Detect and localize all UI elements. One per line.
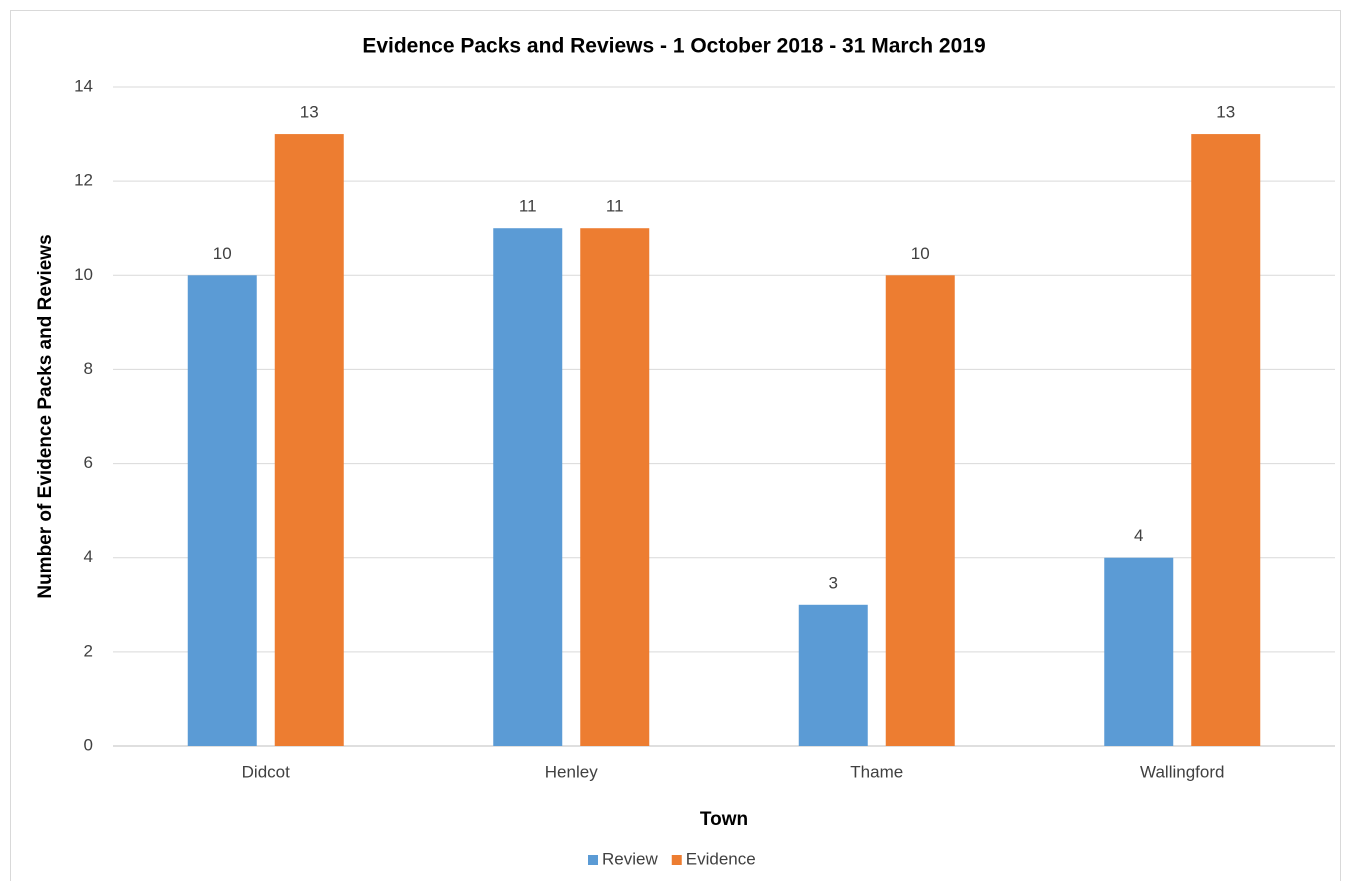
data-label: 11: [519, 197, 537, 216]
y-tick-label: 12: [74, 171, 93, 190]
data-label: 4: [1134, 526, 1143, 545]
bar: [1104, 557, 1174, 746]
y-tick-label: 2: [84, 641, 93, 660]
x-tick-label: Didcot: [242, 762, 290, 781]
legend-label: Review: [602, 849, 658, 868]
x-tick-label: Thame: [850, 762, 903, 781]
legend-label: Evidence: [686, 849, 756, 868]
y-tick-label: 10: [74, 265, 93, 284]
y-tick-label: 6: [84, 453, 93, 472]
bar: [580, 228, 650, 746]
data-label: 10: [213, 244, 232, 263]
bar: [187, 275, 257, 746]
data-label: 13: [300, 103, 319, 122]
chart-title: Evidence Packs and Reviews - 1 October 2…: [362, 35, 985, 58]
bar: [274, 134, 344, 747]
data-label: 11: [606, 197, 624, 216]
data-label: 13: [1216, 103, 1235, 122]
bar: [493, 228, 563, 746]
x-tick-label: Henley: [545, 762, 598, 781]
y-tick-label: 4: [84, 547, 93, 566]
data-label: 10: [911, 244, 930, 263]
y-axis-title: Number of Evidence Packs and Reviews: [35, 234, 56, 598]
y-tick-label: 8: [84, 359, 93, 378]
data-label: 3: [829, 573, 838, 592]
bar: [885, 275, 955, 746]
x-tick-label: Wallingford: [1140, 762, 1224, 781]
y-tick-label: 0: [84, 735, 93, 754]
y-tick-label: 14: [74, 76, 93, 95]
legend-swatch: [588, 855, 598, 865]
bar: [1191, 134, 1261, 747]
bar: [798, 604, 868, 746]
legend-swatch: [671, 855, 682, 865]
x-axis-title: Town: [700, 809, 748, 830]
